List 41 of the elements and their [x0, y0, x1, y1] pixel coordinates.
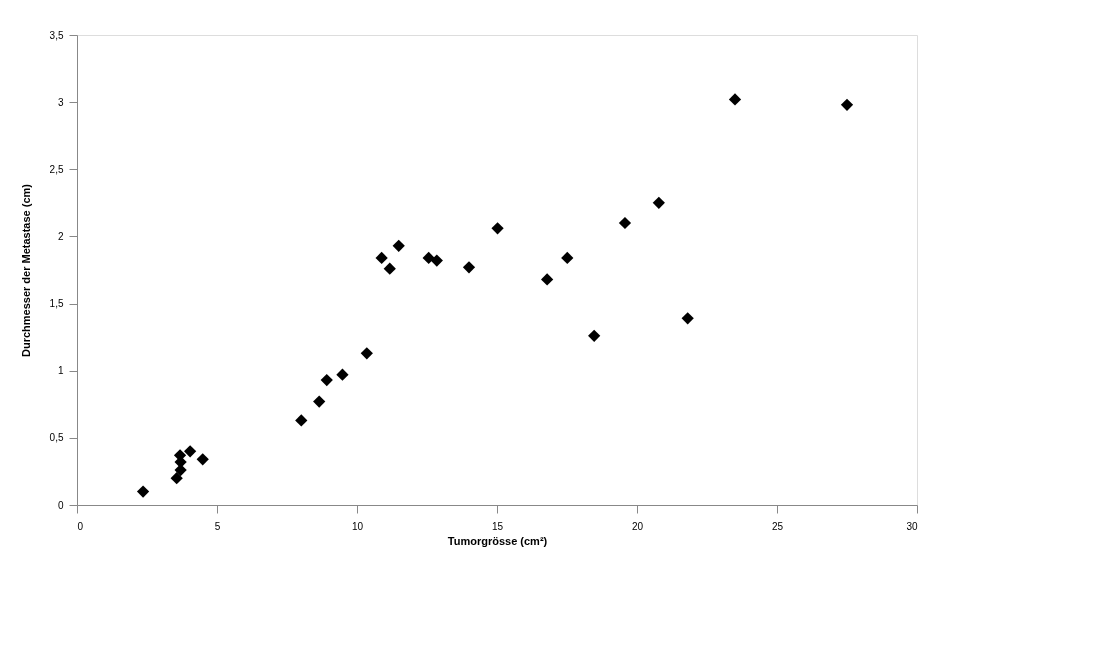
point — [313, 395, 326, 408]
x-tick-label: 25 — [771, 520, 784, 532]
y-tick-label: 3 — [57, 96, 64, 108]
point — [681, 312, 694, 325]
point — [561, 251, 574, 265]
point — [360, 347, 373, 360]
y-tick-label: 2 — [57, 230, 64, 242]
x-tick-label: 20 — [631, 520, 644, 532]
y-tick-label: 0,5 — [49, 432, 64, 444]
x-tick-label: 5 — [214, 520, 221, 532]
y-tick-label: 2,5 — [49, 163, 64, 175]
point — [422, 251, 435, 265]
point — [652, 196, 665, 209]
x-tick-label: 0 — [77, 520, 84, 532]
point — [588, 329, 601, 342]
point — [184, 445, 197, 458]
point — [430, 254, 443, 267]
point — [295, 414, 308, 427]
point — [136, 485, 150, 498]
point — [541, 273, 554, 286]
y-axis-title: Durchmesser der Metastase (cm) — [19, 183, 32, 358]
point — [392, 239, 405, 252]
y-tick-label: 3,5 — [49, 29, 64, 41]
point — [196, 453, 209, 466]
point — [462, 261, 476, 274]
x-tick-label: 30 — [906, 520, 918, 532]
point — [375, 251, 388, 265]
x-axis-title: Tumorgrösse (cm²) — [447, 534, 548, 547]
y-tick-label: 1 — [57, 365, 64, 377]
point — [618, 216, 632, 230]
point — [383, 262, 396, 275]
x-tick-label: 15 — [491, 520, 504, 532]
point — [728, 93, 742, 106]
y-tick-label: 1,5 — [49, 298, 64, 310]
x-tick-label: 10 — [351, 520, 364, 532]
point — [170, 472, 183, 485]
point — [491, 222, 504, 235]
point — [320, 373, 333, 387]
point — [840, 98, 854, 111]
point — [336, 368, 349, 381]
y-tick-label: 0 — [57, 499, 64, 511]
